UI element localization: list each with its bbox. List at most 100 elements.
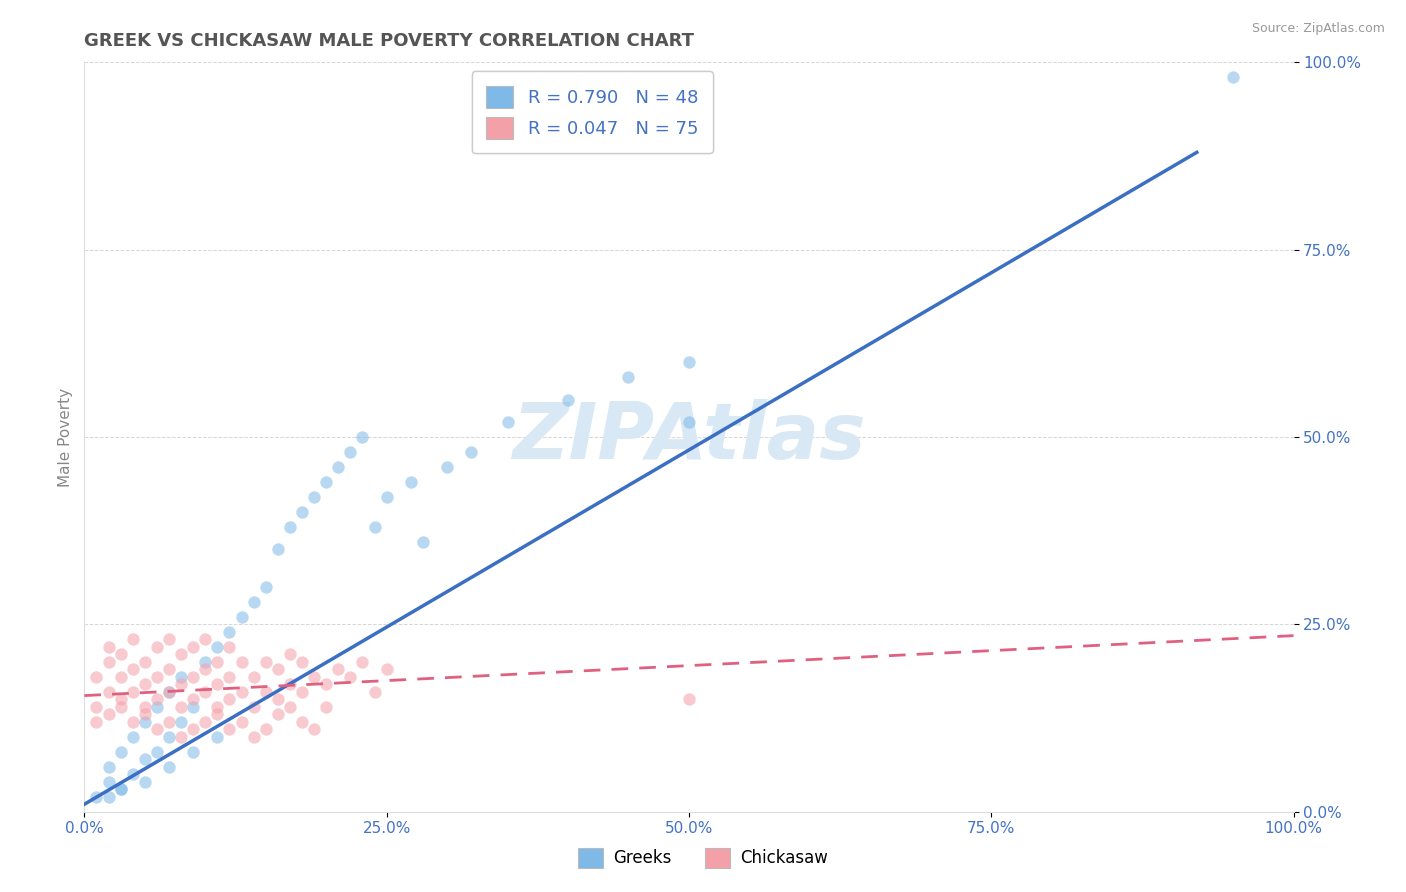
- Text: ZIPAtlas: ZIPAtlas: [512, 399, 866, 475]
- Point: [231, 610, 253, 624]
- Point: [339, 445, 361, 459]
- Point: [207, 699, 229, 714]
- Point: [181, 745, 204, 759]
- Point: [231, 714, 253, 729]
- Point: [146, 745, 169, 759]
- Point: [278, 699, 301, 714]
- Text: GREEK VS CHICKASAW MALE POVERTY CORRELATION CHART: GREEK VS CHICKASAW MALE POVERTY CORRELAT…: [84, 32, 695, 50]
- Point: [134, 707, 156, 722]
- Point: [291, 505, 314, 519]
- Point: [678, 355, 700, 369]
- Point: [110, 699, 132, 714]
- Point: [86, 714, 108, 729]
- Point: [134, 752, 156, 766]
- Point: [194, 632, 217, 647]
- Point: [121, 730, 143, 744]
- Point: [170, 699, 193, 714]
- Point: [157, 714, 180, 729]
- Point: [207, 677, 229, 691]
- Point: [170, 677, 193, 691]
- Point: [267, 542, 290, 557]
- Point: [110, 745, 132, 759]
- Point: [1222, 70, 1244, 85]
- Point: [375, 662, 398, 676]
- Point: [242, 595, 264, 609]
- Point: [375, 490, 398, 504]
- Point: [352, 430, 374, 444]
- Point: [121, 632, 143, 647]
- Point: [496, 415, 519, 429]
- Point: [242, 699, 264, 714]
- Point: [557, 392, 579, 407]
- Point: [231, 685, 253, 699]
- Point: [254, 580, 277, 594]
- Point: [302, 490, 325, 504]
- Point: [121, 662, 143, 676]
- Point: [181, 670, 204, 684]
- Point: [146, 640, 169, 654]
- Point: [134, 714, 156, 729]
- Point: [157, 685, 180, 699]
- Point: [170, 730, 193, 744]
- Point: [157, 760, 180, 774]
- Point: [97, 774, 120, 789]
- Point: [97, 789, 120, 804]
- Point: [207, 707, 229, 722]
- Point: [134, 677, 156, 691]
- Point: [302, 723, 325, 737]
- Point: [278, 520, 301, 534]
- Point: [254, 685, 277, 699]
- Point: [291, 714, 314, 729]
- Point: [291, 685, 314, 699]
- Point: [170, 714, 193, 729]
- Point: [218, 723, 240, 737]
- Point: [302, 670, 325, 684]
- Point: [242, 670, 264, 684]
- Point: [181, 640, 204, 654]
- Point: [278, 677, 301, 691]
- Point: [315, 699, 337, 714]
- Point: [207, 640, 229, 654]
- Point: [134, 774, 156, 789]
- Point: [194, 714, 217, 729]
- Point: [231, 655, 253, 669]
- Point: [436, 460, 458, 475]
- Point: [110, 670, 132, 684]
- Point: [678, 692, 700, 706]
- Point: [170, 670, 193, 684]
- Point: [121, 685, 143, 699]
- Point: [157, 730, 180, 744]
- Legend: R = 0.790   N = 48, R = 0.047   N = 75: R = 0.790 N = 48, R = 0.047 N = 75: [472, 71, 713, 153]
- Point: [242, 730, 264, 744]
- Point: [194, 685, 217, 699]
- Point: [315, 677, 337, 691]
- Point: [146, 692, 169, 706]
- Point: [363, 685, 385, 699]
- Point: [291, 655, 314, 669]
- Point: [157, 662, 180, 676]
- Point: [328, 662, 350, 676]
- Point: [218, 624, 240, 639]
- Point: [218, 692, 240, 706]
- Point: [97, 707, 120, 722]
- Point: [328, 460, 350, 475]
- Point: [86, 699, 108, 714]
- Point: [97, 685, 120, 699]
- Point: [146, 670, 169, 684]
- Point: [97, 640, 120, 654]
- Point: [97, 760, 120, 774]
- Point: [267, 662, 290, 676]
- Point: [267, 692, 290, 706]
- Y-axis label: Male Poverty: Male Poverty: [58, 387, 73, 487]
- Point: [157, 685, 180, 699]
- Point: [617, 370, 640, 384]
- Point: [339, 670, 361, 684]
- Text: Source: ZipAtlas.com: Source: ZipAtlas.com: [1251, 22, 1385, 36]
- Point: [181, 699, 204, 714]
- Point: [110, 692, 132, 706]
- Point: [110, 648, 132, 662]
- Point: [194, 662, 217, 676]
- Point: [110, 782, 132, 797]
- Point: [218, 670, 240, 684]
- Point: [278, 648, 301, 662]
